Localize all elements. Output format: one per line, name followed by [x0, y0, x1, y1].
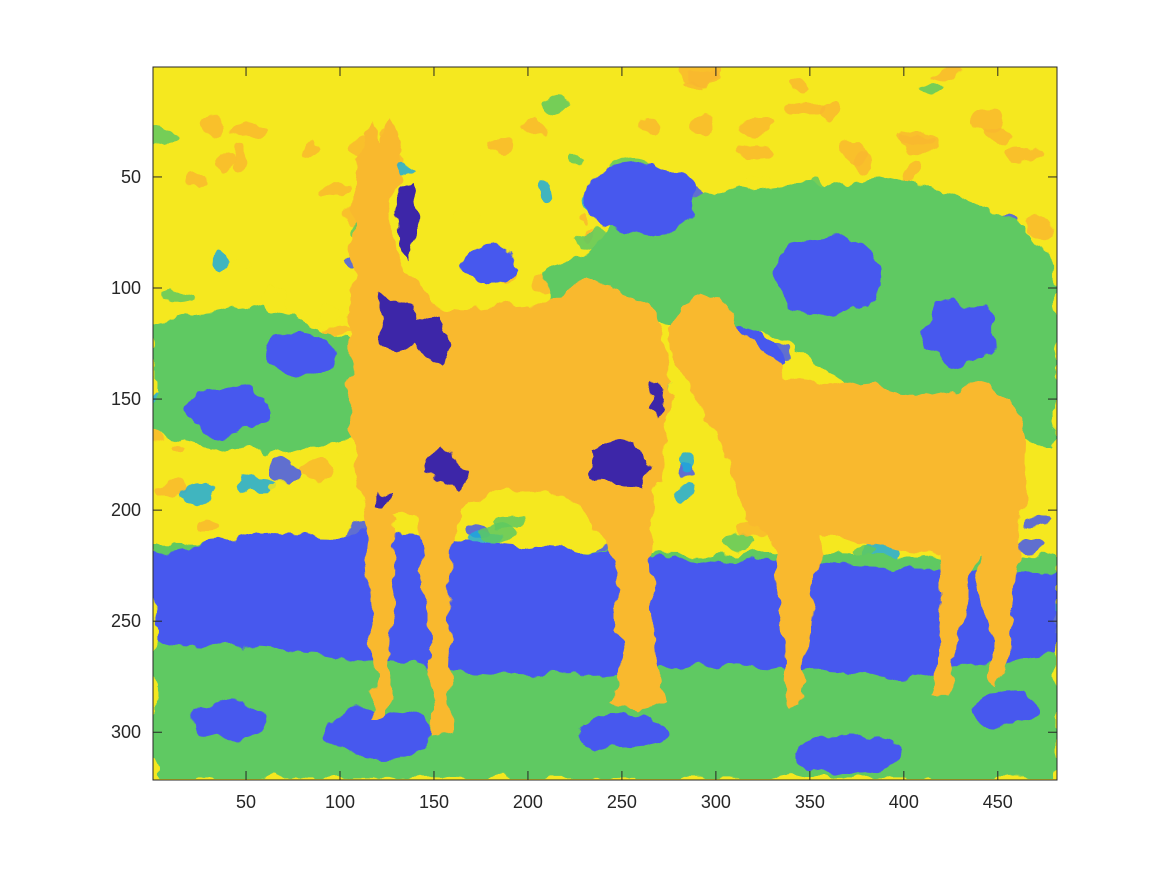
axes-box — [152, 66, 1058, 781]
texture-blob — [739, 143, 779, 159]
texture-blob — [175, 442, 188, 453]
blue-patch — [776, 236, 882, 317]
y-tick-label: 100 — [111, 278, 141, 298]
blue-patch — [922, 301, 998, 364]
lower-blue-patch — [794, 734, 901, 775]
texture-blob — [183, 173, 210, 188]
shadow-hind — [588, 436, 651, 488]
blue-patch — [264, 332, 341, 377]
shadow-tail — [651, 376, 664, 422]
texture-blob — [318, 304, 341, 326]
texture-blob — [212, 151, 233, 173]
y-tick-label: 250 — [111, 611, 141, 631]
x-axis: 50 100 150 200 250 300 350 400 450 — [236, 67, 1013, 812]
x-tick-label: 250 — [607, 792, 637, 812]
texture-blob — [155, 480, 184, 497]
texture-blob — [565, 156, 585, 167]
x-tick-label: 450 — [983, 792, 1013, 812]
texture-blob — [231, 148, 248, 171]
texture-blob — [676, 483, 697, 497]
texture-blob — [541, 95, 567, 115]
texture-blob — [1014, 537, 1046, 556]
horse-large — [347, 114, 669, 737]
texture-blob — [815, 101, 844, 121]
shadow-leg — [373, 487, 389, 508]
texture-blob — [1026, 514, 1052, 526]
plot-area — [153, 67, 1057, 780]
texture-blob — [643, 118, 661, 135]
lower-blue-patch — [973, 692, 1042, 728]
blue-patch — [464, 248, 517, 284]
y-tick-label: 150 — [111, 389, 141, 409]
texture-blob — [491, 515, 525, 527]
heatmap-shapes — [153, 114, 1057, 779]
texture-blob — [839, 141, 871, 167]
texture-blob — [852, 545, 878, 558]
x-tick-label: 400 — [889, 792, 919, 812]
texture-blob — [179, 483, 215, 507]
texture-blob — [300, 141, 324, 157]
lower-blue-patch — [574, 714, 669, 751]
texture-blob — [679, 448, 694, 474]
texture-blob — [573, 211, 586, 221]
horse-small — [670, 292, 1026, 706]
texture-blob — [918, 82, 944, 98]
texture-blob — [263, 481, 297, 495]
texture-blob — [679, 67, 717, 84]
lower-blue-patch — [321, 710, 434, 755]
y-tick-label: 300 — [111, 722, 141, 742]
blue-patch — [584, 163, 698, 235]
texture-blob — [487, 134, 513, 153]
shadow-neck — [396, 181, 419, 262]
x-tick-label: 350 — [795, 792, 825, 812]
texture-blob — [521, 121, 546, 137]
texture-blob — [335, 433, 349, 455]
texture-blob — [231, 123, 268, 139]
texture-blob — [153, 129, 174, 148]
x-tick-label: 100 — [325, 792, 355, 812]
texture-blob — [738, 118, 775, 132]
texture-blob — [298, 460, 334, 480]
texture-blob — [720, 536, 756, 551]
texture-blob — [970, 109, 1008, 134]
x-tick-label: 200 — [513, 792, 543, 812]
texture-blob — [157, 288, 194, 301]
texture-blob — [212, 249, 227, 274]
blue-patch — [185, 387, 269, 433]
texture-blob — [1026, 213, 1056, 240]
texture-blob — [261, 287, 290, 311]
texture-blob — [153, 432, 166, 442]
texture-blob — [931, 70, 963, 80]
texture-blob — [454, 209, 483, 221]
shadow-belly — [424, 443, 468, 493]
texture-blob — [323, 324, 349, 334]
x-tick-label: 150 — [419, 792, 449, 812]
texture-blob — [322, 183, 348, 198]
lower-blue-patch — [189, 703, 265, 739]
texture-blob — [231, 258, 250, 269]
texture-blob — [539, 179, 556, 203]
x-tick-label: 50 — [236, 792, 256, 812]
x-tick-label: 300 — [701, 792, 731, 812]
texture-blob — [195, 518, 220, 535]
y-tick-label: 50 — [121, 167, 141, 187]
texture-blob — [783, 78, 810, 91]
texture-blob — [268, 458, 301, 483]
texture-blob — [903, 161, 919, 182]
texture-blob — [899, 131, 939, 154]
y-tick-label: 200 — [111, 500, 141, 520]
texture-blob — [199, 115, 224, 137]
texture-blob — [693, 111, 714, 137]
shadow-chest — [379, 288, 450, 362]
y-axis: 50 100 150 200 250 300 — [111, 167, 1057, 742]
texture-blob — [1005, 147, 1038, 162]
